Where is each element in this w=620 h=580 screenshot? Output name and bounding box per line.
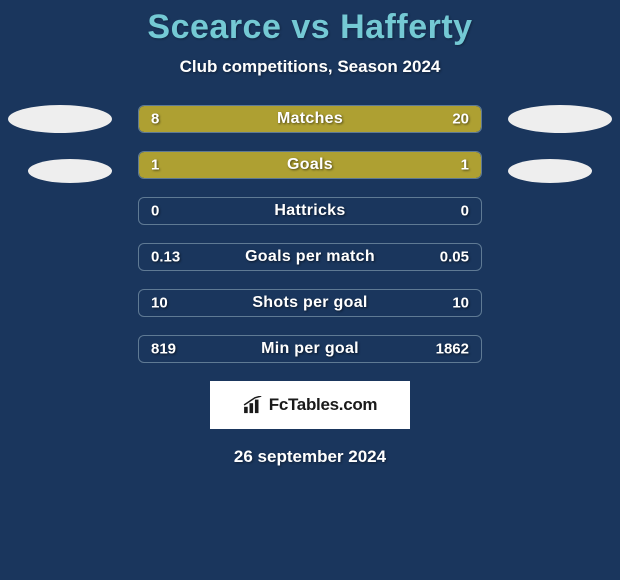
stat-bars: 820Matches 11Goals 0 0Hattricks 0.13 0.05Goal…	[138, 105, 482, 363]
player-left-badge-top	[8, 105, 112, 133]
stat-row: 820Matches	[138, 105, 482, 133]
logo-text: FcTables.com	[269, 395, 378, 415]
stat-label: Goals per match	[139, 248, 481, 266]
stat-row: 0.13 0.05Goals per match	[138, 243, 482, 271]
stat-value-right: 10	[452, 295, 469, 312]
stats-area: 820Matches 11Goals 0 0Hattricks 0.13 0.05Goal…	[0, 105, 620, 363]
player-left-badge-bottom	[28, 159, 112, 183]
stat-value-left: 0	[151, 203, 159, 220]
page-subtitle: Club competitions, Season 2024	[0, 57, 620, 77]
bar-fill-left	[139, 106, 237, 132]
bar-fill-left	[139, 152, 310, 178]
player-right-badge-top	[508, 105, 612, 133]
stat-label: Hattricks	[139, 202, 481, 220]
stat-value-left: 10	[151, 295, 168, 312]
stat-label: Shots per goal	[139, 294, 481, 312]
stat-value-right: 0	[461, 203, 469, 220]
stat-row: 0 0Hattricks	[138, 197, 482, 225]
player-right-badge-bottom	[508, 159, 592, 183]
bar-fill-right	[310, 152, 481, 178]
stat-value-right: 1862	[436, 341, 469, 358]
page-title: Scearce vs Hafferty	[0, 8, 620, 47]
stat-value-left: 819	[151, 341, 176, 358]
bar-fill-right	[237, 106, 481, 132]
stat-row: 10 10Shots per goal	[138, 289, 482, 317]
comparison-infographic: Scearce vs Hafferty Club competitions, S…	[0, 0, 620, 467]
logo: FcTables.com	[243, 395, 378, 415]
stat-value-right: 0.05	[440, 249, 469, 266]
logo-box: FcTables.com	[210, 381, 410, 429]
stat-row: 819 1862Min per goal	[138, 335, 482, 363]
stat-label: Min per goal	[139, 340, 481, 358]
date-line: 26 september 2024	[0, 447, 620, 467]
chart-icon	[243, 396, 265, 414]
stat-value-left: 0.13	[151, 249, 180, 266]
stat-row: 11Goals	[138, 151, 482, 179]
